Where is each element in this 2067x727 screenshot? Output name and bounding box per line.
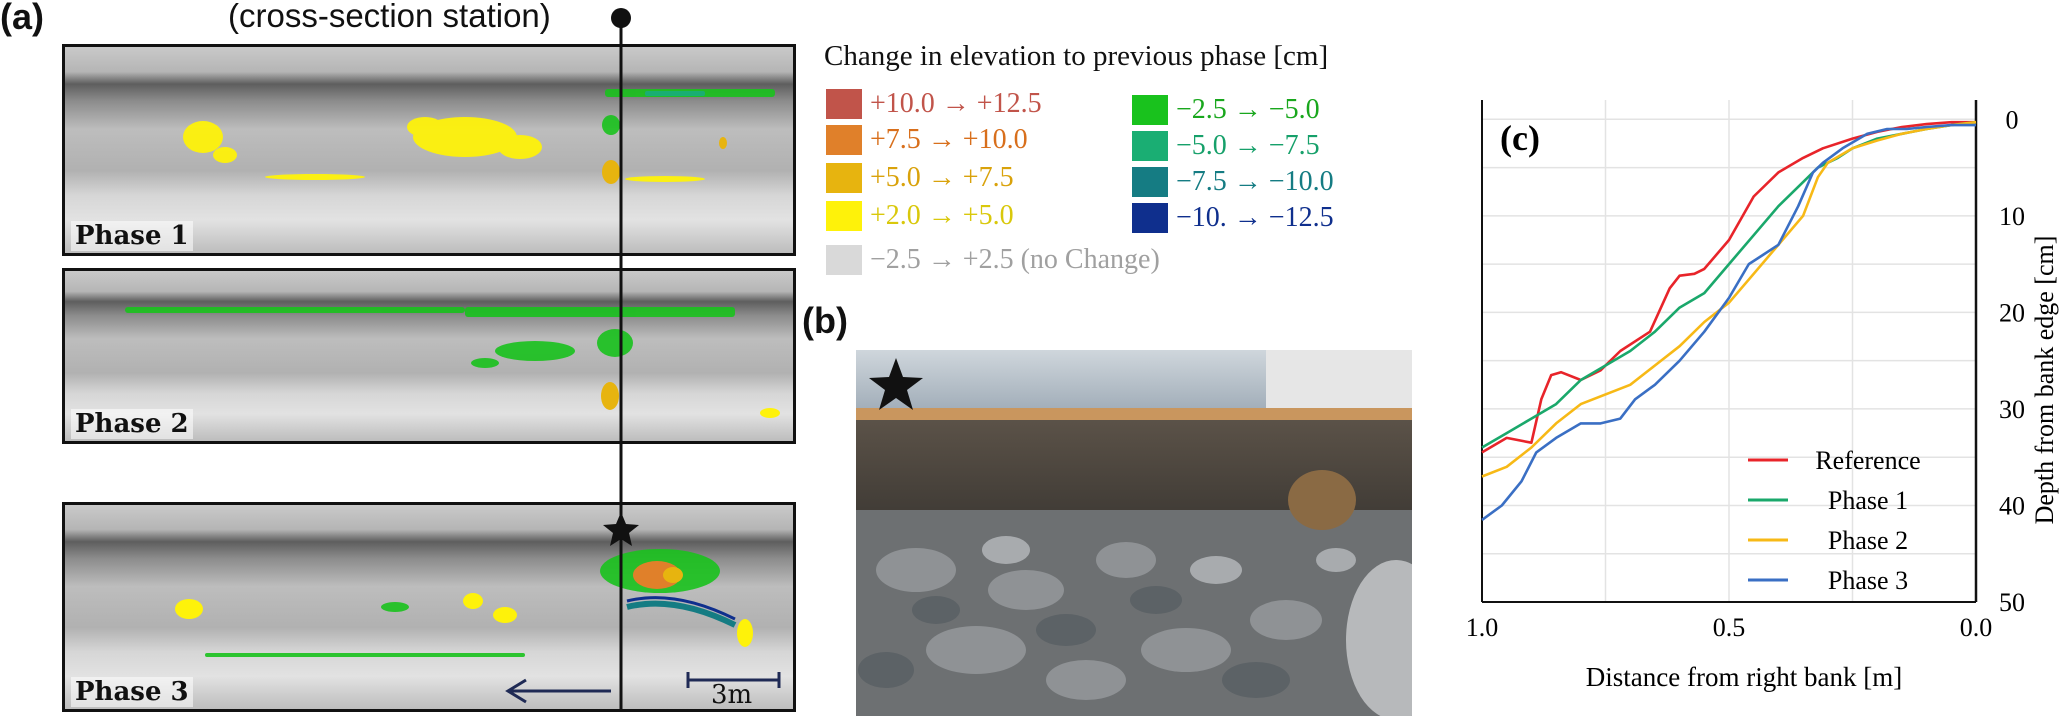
phase-1-dem-image bbox=[65, 47, 793, 253]
legend-title: Change in elevation to previous phase [c… bbox=[824, 40, 1329, 72]
legend-label-phase-3: Phase 3 bbox=[1828, 566, 1908, 595]
legend-text-3: +5.0 → +7.5 bbox=[870, 162, 1014, 193]
panel-b-label: (b) bbox=[802, 300, 848, 341]
legend-swatch-3 bbox=[826, 163, 862, 193]
station-marker bbox=[611, 8, 631, 28]
phase-2-map: Phase 2 bbox=[62, 268, 796, 444]
legend-text-4: +2.0 → +5.0 bbox=[870, 200, 1014, 231]
y-tick-labels: 0 10 20 30 40 50 bbox=[1999, 105, 2025, 617]
cross-section-overlay bbox=[505, 8, 781, 712]
phase-3-dem-image bbox=[65, 505, 793, 709]
legend-item-2: +7.5 → +10.0 bbox=[826, 124, 1028, 156]
x-axis-label: Distance from right bank [m] bbox=[1586, 662, 1902, 692]
legend-item-1: +10.0 → +12.5 bbox=[826, 88, 1042, 120]
star-marker bbox=[603, 512, 639, 546]
phase-3-map: Phase 3 bbox=[62, 502, 796, 712]
legend-swatch-6 bbox=[1132, 95, 1168, 125]
x-tick-label-2: 0.0 bbox=[1960, 613, 1993, 642]
phase-2-label: Phase 2 bbox=[71, 409, 193, 439]
legend-swatch-1 bbox=[826, 89, 862, 119]
x-tick-labels: 1.0 0.5 0.0 bbox=[1466, 613, 1993, 642]
legend-swatch-4 bbox=[826, 201, 862, 231]
x-tick-label-1: 0.5 bbox=[1713, 613, 1746, 642]
bank-photo-image bbox=[856, 350, 1412, 716]
scale-bar bbox=[686, 672, 781, 688]
cross-section-station-label: (cross-section station) bbox=[228, 0, 551, 34]
chart-legend: Reference Phase 1 Phase 2 Phase 3 bbox=[1748, 446, 1921, 595]
flow-direction-arrow bbox=[505, 678, 611, 704]
legend-label-reference: Reference bbox=[1815, 446, 1920, 475]
legend-label-phase-2: Phase 2 bbox=[1828, 526, 1908, 555]
phase-3-label: Phase 3 bbox=[71, 677, 193, 707]
phase-1-label: Phase 1 bbox=[71, 221, 193, 251]
legend-swatch-8 bbox=[1132, 167, 1168, 197]
phase-1-map: Phase 1 bbox=[62, 44, 796, 256]
cross-section-chart: (c) 1.0 0.5 0.0 0 10 20 30 40 50 Reference Phase… bbox=[1466, 100, 2059, 692]
chart-grid bbox=[1481, 100, 1977, 603]
legend-item-4: +2.0 → +5.0 bbox=[826, 200, 1014, 232]
legend-swatch-9 bbox=[1132, 203, 1168, 233]
legend-text-1: +10.0 → +12.5 bbox=[870, 88, 1042, 119]
legend-text-5: −2.5 → +2.5 (no Change) bbox=[870, 244, 1160, 275]
bank-photo bbox=[856, 350, 1412, 716]
series-line-phase-3 bbox=[1481, 123, 1976, 521]
panel-c-label: (c) bbox=[1500, 118, 1540, 158]
series-line-phase-2 bbox=[1481, 120, 1977, 478]
legend-text-9: −10. → −12.5 bbox=[1176, 202, 1334, 233]
photo-star-marker bbox=[869, 358, 923, 410]
y-tick-label-5: 50 bbox=[1999, 588, 2025, 617]
legend-text-6: −2.5 → −5.0 bbox=[1176, 94, 1320, 125]
y-tick-label-2: 20 bbox=[1999, 298, 2025, 327]
legend-item-8: −7.5 → −10.0 bbox=[1132, 166, 1334, 198]
x-tick-label-0: 1.0 bbox=[1466, 613, 1499, 642]
legend-swatch-5 bbox=[826, 245, 862, 275]
legend-item-7: −5.0 → −7.5 bbox=[1132, 130, 1320, 162]
legend-label-phase-1: Phase 1 bbox=[1828, 486, 1908, 515]
legend-swatch-2 bbox=[826, 125, 862, 155]
scale-bar-label: 3m bbox=[711, 680, 753, 710]
legend-item-5: −2.5 → +2.5 (no Change) bbox=[826, 244, 1160, 276]
legend-item-6: −2.5 → −5.0 bbox=[1132, 94, 1320, 126]
legend-text-7: −5.0 → −7.5 bbox=[1176, 130, 1320, 161]
legend-text-2: +7.5 → +10.0 bbox=[870, 124, 1028, 155]
legend-text-8: −7.5 → −10.0 bbox=[1176, 166, 1334, 197]
y-tick-label-3: 30 bbox=[1999, 395, 2025, 424]
legend-item-9: −10. → −12.5 bbox=[1132, 202, 1334, 234]
chart-series-lines bbox=[1481, 120, 1977, 521]
y-tick-label-1: 10 bbox=[1999, 202, 2025, 231]
legend-item-3: +5.0 → +7.5 bbox=[826, 162, 1014, 194]
y-tick-label-4: 40 bbox=[1999, 491, 2025, 520]
legend-swatch-7 bbox=[1132, 131, 1168, 161]
y-tick-label-0: 0 bbox=[2006, 105, 2019, 134]
y-axis-label: Depth from bank edge [cm] bbox=[2030, 236, 2059, 525]
panel-a-label: (a) bbox=[0, 0, 44, 37]
